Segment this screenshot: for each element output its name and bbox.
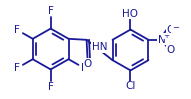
Text: HN: HN [92, 42, 107, 52]
Text: O: O [166, 45, 175, 55]
Text: N: N [158, 35, 166, 45]
Text: F: F [14, 63, 20, 73]
Text: F: F [48, 82, 54, 92]
Text: HO: HO [122, 9, 138, 19]
Text: F: F [48, 6, 54, 16]
Text: O: O [83, 59, 92, 69]
Text: −: − [172, 23, 179, 32]
Text: O: O [166, 25, 175, 35]
Text: F: F [14, 25, 20, 35]
Text: Cl: Cl [125, 81, 136, 91]
Text: +: + [163, 33, 169, 39]
Text: F: F [81, 63, 87, 73]
